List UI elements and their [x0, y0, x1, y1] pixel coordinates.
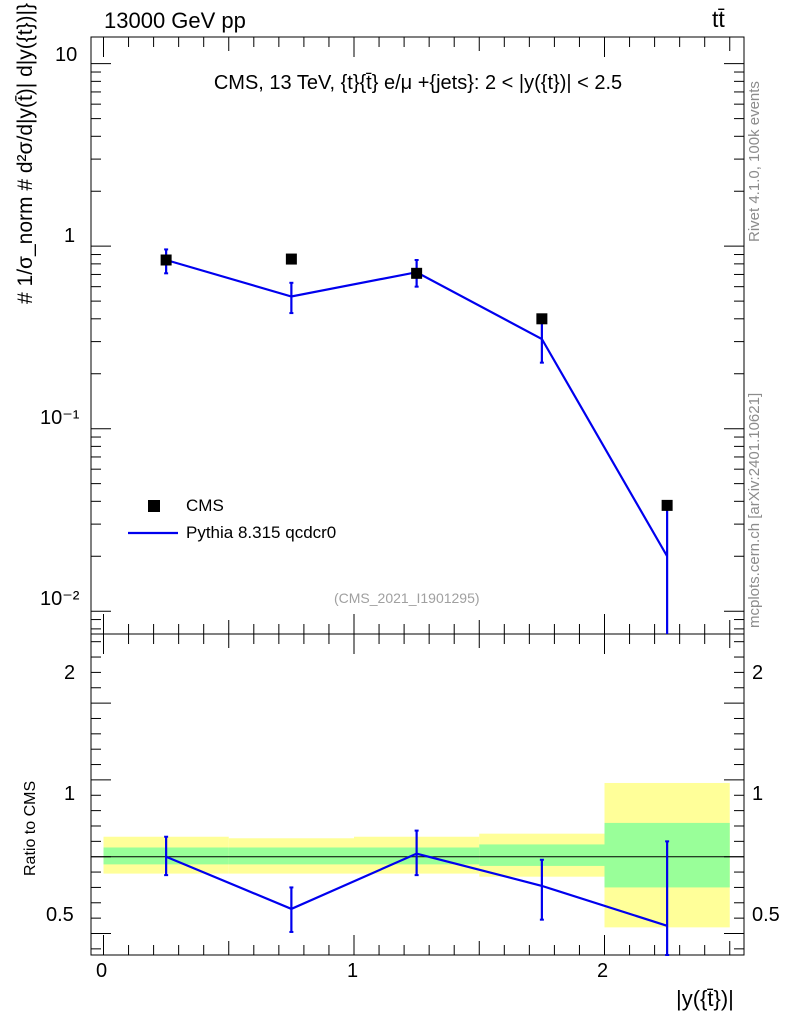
- ratio-panel-marks: [91, 829, 744, 956]
- main-panel-frame: [90, 36, 745, 635]
- cms-data-point: [661, 499, 673, 511]
- legend-cms-label: CMS: [186, 496, 224, 515]
- xtick-label: 1: [347, 960, 359, 982]
- ratio-band-inner: [479, 844, 605, 866]
- ratio-y-axis-title: Ratio to CMS: [22, 780, 39, 876]
- ratio-ytick-label: 0.5: [46, 904, 74, 926]
- cms-data-point: [536, 313, 548, 325]
- mcplots-source-label: mcplots.cern.ch [arXiv:2401.10621]: [746, 392, 763, 628]
- main-panel-marks: [160, 248, 673, 634]
- cms-data-point: [160, 254, 172, 266]
- cms-data-point: [411, 267, 423, 279]
- axis-ticks: [91, 37, 744, 955]
- legend-cms-marker: [148, 500, 160, 512]
- ratio-ytick-label: 2: [64, 662, 76, 684]
- legend-pythia-label: Pythia 8.315 qcdcr0: [186, 523, 337, 542]
- pythia-line: [165, 258, 669, 557]
- main-chart-title: CMS, 13 TeV, {t}{t̄} e/μ +{jets}: 2 < |y…: [213, 72, 623, 94]
- ratio-ytick-label-right: 0.5: [752, 904, 780, 926]
- ratio-ytick-label: 1: [64, 783, 76, 805]
- main-ytick-label: 1: [64, 225, 76, 247]
- collision-info-label: 13000 GeV pp: [104, 8, 246, 33]
- xtick-label: 2: [597, 960, 609, 982]
- main-ytick-label: 10: [55, 44, 78, 66]
- rivet-info-label: Rivet 4.1.0, 100k events: [746, 81, 763, 242]
- ratio-panel-frame: [90, 633, 745, 956]
- main-ytick-label: 10⁻¹: [40, 407, 80, 429]
- ratio-ytick-label-right: 1: [752, 783, 764, 805]
- main-y-axis-title: # 1/σ_norm # d²σ/d|y(t̄)| d|y({t})|}: [14, 2, 37, 304]
- main-ytick-label: 10⁻²: [40, 588, 80, 610]
- ratio-ytick-label-right: 2: [752, 662, 764, 684]
- analysis-watermark: (CMS_2021_I1901295): [334, 590, 480, 606]
- legend: [128, 500, 178, 535]
- plot-frames: [90, 36, 745, 956]
- ratio-band-inner: [228, 847, 354, 865]
- cms-data-point: [285, 253, 297, 265]
- process-label: tt̄: [712, 6, 725, 32]
- xtick-label: 0: [96, 960, 108, 982]
- x-axis-title: |y({t̄})|: [676, 986, 734, 1011]
